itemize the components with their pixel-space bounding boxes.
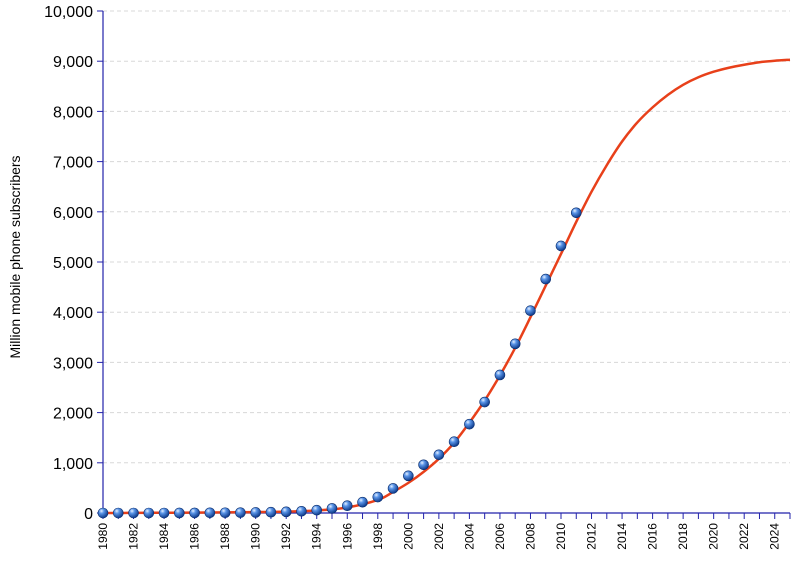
x-tick-label: 1984 [157, 523, 171, 550]
data-point [311, 504, 323, 516]
y-tick-label: 3,000 [53, 355, 93, 372]
x-tick-label: 1980 [96, 523, 110, 550]
data-point [296, 505, 307, 517]
data-point [265, 506, 277, 518]
x-tick-label: 2018 [676, 523, 690, 550]
data-point [525, 305, 536, 316]
data-points [97, 207, 582, 519]
data-point [464, 418, 475, 430]
x-tick-label: 2004 [462, 523, 476, 550]
x-tick-label: 1986 [188, 523, 202, 550]
y-tick-label: 10,000 [44, 4, 93, 21]
y-tick-label: 5,000 [53, 255, 93, 272]
data-point [540, 273, 552, 285]
y-tick-label: 8,000 [53, 104, 93, 121]
curve-line [102, 58, 791, 515]
x-tick-label: 2022 [737, 523, 751, 550]
data-point [112, 507, 124, 519]
fitted-curve [102, 58, 791, 515]
x-tick-label: 2000 [401, 523, 415, 550]
y-tick-label: 7,000 [53, 155, 93, 172]
y-tick-labels: 0 1,000 2,000 3,000 4,000 5,000 6,000 7,000 8,00… [44, 4, 93, 523]
x-tick-label: 1982 [127, 523, 141, 550]
x-tick-label: 2006 [493, 523, 507, 550]
data-point [97, 507, 109, 519]
axes [97, 10, 791, 519]
data-point [158, 507, 170, 519]
x-tick-label: 1988 [218, 523, 232, 550]
y-tick-label: 1,000 [53, 456, 93, 473]
data-point [387, 483, 399, 494]
y-tick-label: 6,000 [53, 205, 93, 222]
data-point [570, 207, 582, 219]
data-point [219, 507, 231, 519]
x-tick-label: 1996 [340, 523, 354, 550]
data-point [174, 507, 185, 519]
x-tick-label: 2014 [615, 523, 629, 550]
x-tick-label: 2008 [523, 523, 537, 550]
x-tick-label: 1998 [371, 523, 385, 550]
data-point [433, 449, 445, 461]
x-tick-label: 1994 [310, 523, 324, 550]
data-point [479, 396, 490, 408]
x-tick-label: 2024 [768, 523, 782, 550]
data-point [494, 369, 506, 381]
data-point [280, 506, 292, 518]
x-tick-labels: 1980 1982 1984 1986 1988 1990 1992 1994 1996 1998… [96, 523, 782, 550]
y-tick-label: 4,000 [53, 305, 93, 322]
x-tick-label: 2012 [585, 523, 599, 550]
y-tick-label: 2,000 [53, 406, 93, 423]
x-tick-label: 2020 [707, 523, 721, 550]
data-point [372, 491, 384, 503]
x-tick-label: 1992 [279, 523, 293, 550]
data-point [448, 436, 460, 448]
data-point [357, 496, 368, 508]
data-point [326, 503, 338, 514]
data-point [341, 500, 353, 512]
x-tick-label: 2016 [646, 523, 660, 550]
x-tick-label: 2002 [432, 523, 446, 550]
grid-lines [103, 10, 790, 464]
y-tick-label: 9,000 [53, 54, 93, 71]
x-tick-label: 1990 [249, 523, 263, 550]
y-tick-label: 0 [84, 506, 93, 523]
data-point [403, 470, 414, 482]
data-point [204, 507, 216, 519]
x-tick-label: 2010 [554, 523, 568, 550]
data-point [555, 240, 567, 252]
data-point [128, 507, 139, 519]
data-point [235, 507, 246, 518]
data-point [250, 507, 261, 518]
data-point [509, 338, 521, 350]
data-point [418, 459, 429, 471]
data-point [143, 507, 155, 519]
data-point [189, 507, 200, 519]
y-axis-title: Million mobile phone subscribers [7, 155, 23, 358]
